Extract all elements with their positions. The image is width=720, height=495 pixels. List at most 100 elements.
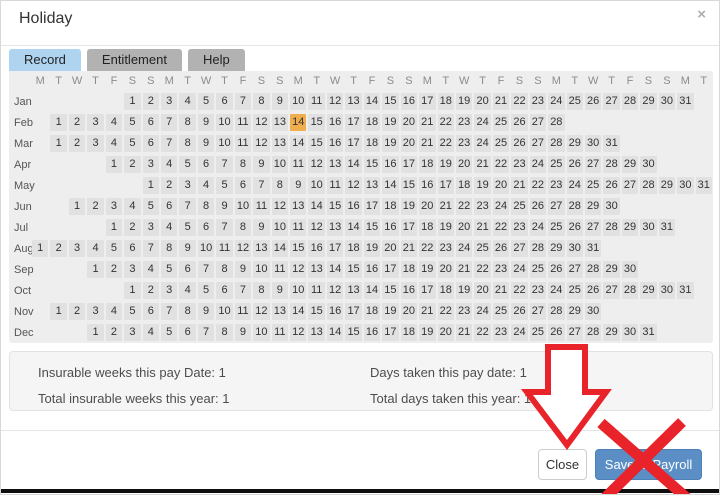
day-cell[interactable]: 5 [105,240,123,257]
day-cell[interactable]: 1 [50,303,67,320]
day-cell[interactable]: 30 [658,93,676,110]
day-cell[interactable]: 31 [640,324,657,341]
day-cell[interactable]: 17 [382,261,399,278]
day-cell[interactable]: 10 [216,114,233,131]
day-cell[interactable]: 18 [437,282,454,299]
day-cell[interactable]: 6 [124,240,141,257]
day-cell[interactable]: 2 [124,219,141,236]
day-cell[interactable]: 6 [142,114,160,131]
tab-help[interactable]: Help [187,49,245,71]
day-cell[interactable]: 10 [216,303,233,320]
day-cell[interactable]: 21 [419,135,436,152]
day-cell[interactable]: 27 [566,324,583,341]
day-cell[interactable]: 24 [529,219,547,236]
day-cell[interactable]: 19 [437,219,454,236]
day-cell[interactable]: 23 [511,156,528,173]
day-cell[interactable]: 6 [142,303,160,320]
day-cell[interactable]: 23 [474,198,491,215]
day-cell[interactable]: 30 [677,177,694,194]
day-cell[interactable]: 28 [548,303,565,320]
day-cell[interactable]: 24 [492,198,510,215]
day-cell[interactable]: 15 [363,156,381,173]
day-cell[interactable]: 3 [161,282,178,299]
day-cell[interactable]: 18 [419,219,436,236]
day-cell[interactable]: 1 [124,93,141,110]
day-cell[interactable]: 22 [474,261,491,278]
day-cell[interactable]: 27 [566,261,583,278]
day-cell[interactable]: 12 [290,324,307,341]
day-cell[interactable]: 16 [382,219,399,236]
day-cell[interactable]: 25 [474,240,491,257]
day-cell[interactable]: 27 [584,156,602,173]
day-cell[interactable]: 8 [179,303,196,320]
day-cell[interactable]: 18 [455,177,473,194]
day-cell[interactable]: 28 [548,114,565,131]
day-cell[interactable]: 9 [197,114,215,131]
day-cell[interactable]: 4 [105,135,123,152]
day-cell[interactable]: 29 [584,198,602,215]
day-cell[interactable]: 24 [455,240,473,257]
day-cell[interactable]: 21 [474,219,491,236]
day-cell[interactable]: 12 [253,114,270,131]
day-cell[interactable]: 15 [345,261,362,278]
day-cell[interactable]: 5 [179,219,196,236]
day-cell[interactable]: 15 [400,177,418,194]
day-cell[interactable]: 29 [566,303,583,320]
day-cell[interactable]: 11 [326,177,344,194]
day-cell[interactable]: 18 [363,114,381,131]
day-cell[interactable]: 20 [474,93,491,110]
day-cell[interactable]: 7 [197,324,215,341]
day-cell[interactable]: 17 [419,282,436,299]
day-cell[interactable]: 10 [253,324,270,341]
day-cell[interactable]: 16 [400,93,418,110]
day-cell[interactable]: 24 [511,324,528,341]
day-cell[interactable]: 2 [68,135,86,152]
day-cell[interactable]: 7 [197,261,215,278]
day-cell[interactable]: 3 [87,114,104,131]
day-cell[interactable]: 25 [566,282,583,299]
day-cell[interactable]: 18 [400,261,418,278]
day-cell-selected[interactable]: 14 [290,114,307,131]
modal-close-icon[interactable]: × [697,6,706,23]
day-cell[interactable]: 4 [124,198,141,215]
day-cell[interactable]: 12 [271,198,289,215]
day-cell[interactable]: 14 [326,324,344,341]
day-cell[interactable]: 22 [437,114,454,131]
day-cell[interactable]: 13 [308,324,325,341]
day-cell[interactable]: 29 [621,156,639,173]
day-cell[interactable]: 12 [345,177,362,194]
day-cell[interactable]: 13 [345,282,362,299]
day-cell[interactable]: 4 [179,93,196,110]
day-cell[interactable]: 9 [253,219,270,236]
day-cell[interactable]: 5 [124,135,141,152]
day-cell[interactable]: 14 [345,219,362,236]
day-cell[interactable]: 10 [271,219,289,236]
day-cell[interactable]: 3 [124,324,141,341]
day-cell[interactable]: 6 [234,177,252,194]
day-cell[interactable]: 3 [87,303,104,320]
day-cell[interactable]: 22 [511,282,528,299]
day-cell[interactable]: 8 [179,114,196,131]
day-cell[interactable]: 1 [105,156,123,173]
day-cell[interactable]: 8 [216,261,233,278]
day-cell[interactable]: 11 [253,198,270,215]
day-cell[interactable]: 10 [308,177,325,194]
day-cell[interactable]: 28 [621,93,639,110]
day-cell[interactable]: 22 [529,177,547,194]
day-cell[interactable]: 22 [419,240,436,257]
day-cell[interactable]: 12 [308,156,325,173]
day-cell[interactable]: 17 [345,303,362,320]
day-cell[interactable]: 21 [437,198,454,215]
day-cell[interactable]: 16 [363,324,381,341]
day-cell[interactable]: 17 [382,324,399,341]
day-cell[interactable]: 26 [529,198,547,215]
day-cell[interactable]: 7 [234,93,252,110]
day-cell[interactable]: 24 [548,282,565,299]
day-cell[interactable]: 1 [124,282,141,299]
day-cell[interactable]: 6 [179,261,196,278]
day-cell[interactable]: 23 [492,324,510,341]
day-cell[interactable]: 7 [179,198,196,215]
day-cell[interactable]: 26 [511,303,528,320]
day-cell[interactable]: 9 [271,93,289,110]
day-cell[interactable]: 26 [511,135,528,152]
